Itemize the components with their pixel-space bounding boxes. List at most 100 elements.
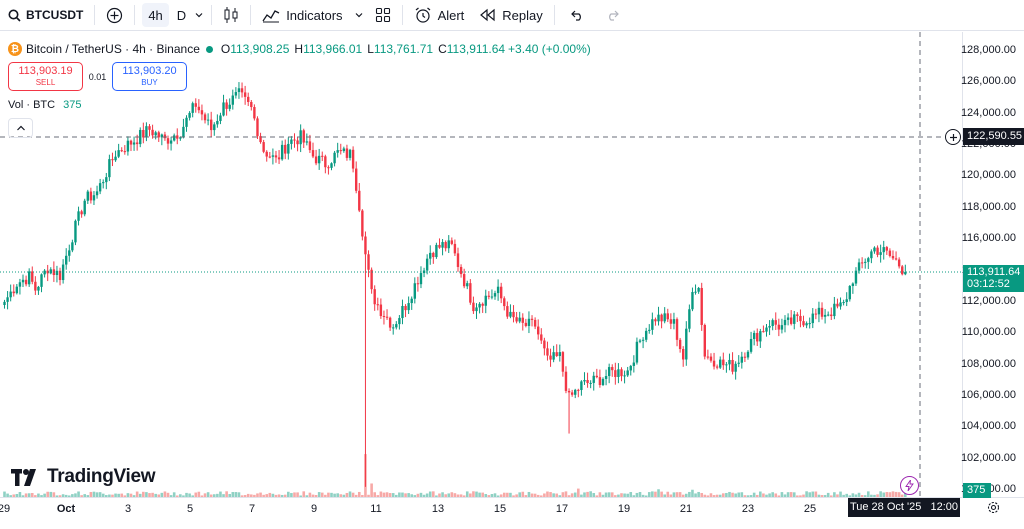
candle-body bbox=[450, 240, 454, 244]
volume-bar bbox=[589, 491, 592, 497]
price-axis-label: 110,000.00 bbox=[961, 326, 1016, 339]
candle-body bbox=[441, 242, 444, 248]
candle-body bbox=[358, 190, 361, 211]
volume-bar bbox=[771, 492, 774, 497]
volume-bar bbox=[166, 492, 170, 497]
volume-bar bbox=[250, 494, 253, 497]
volume-bar bbox=[780, 492, 784, 497]
divider bbox=[401, 5, 403, 25]
volume-bar bbox=[428, 491, 432, 497]
volume-bar bbox=[688, 491, 691, 497]
volume-bar bbox=[743, 495, 747, 497]
candle-body bbox=[95, 191, 99, 196]
symbol-search[interactable]: BTCUSDT bbox=[0, 0, 90, 31]
candle-body bbox=[188, 112, 191, 118]
candle-body bbox=[894, 258, 898, 260]
timeframe-group: 4h D bbox=[139, 0, 207, 31]
candle-body bbox=[669, 319, 673, 324]
chart-type-button[interactable] bbox=[216, 0, 246, 31]
volume-bar bbox=[493, 493, 497, 497]
volume-bar bbox=[808, 492, 811, 497]
candle-body bbox=[447, 240, 450, 249]
candle-body bbox=[330, 163, 333, 168]
candle-body bbox=[185, 117, 188, 127]
timeframe-4h-button[interactable]: 4h bbox=[142, 3, 169, 27]
volume-bar bbox=[629, 492, 633, 497]
indicators-button[interactable]: Indicators bbox=[255, 0, 349, 31]
volume-bar bbox=[327, 492, 330, 497]
volume-bar bbox=[163, 491, 167, 497]
collapse-legend-button[interactable] bbox=[8, 118, 33, 138]
candle-body bbox=[688, 309, 691, 329]
volume-bar bbox=[453, 493, 457, 497]
gear-icon[interactable] bbox=[987, 501, 1000, 514]
candle-body bbox=[43, 270, 46, 275]
candle-body bbox=[444, 242, 447, 249]
lightning-icon[interactable] bbox=[900, 476, 919, 495]
volume-bar bbox=[43, 493, 46, 497]
volume-bar bbox=[833, 492, 836, 497]
alert-button[interactable]: Alert bbox=[407, 0, 472, 31]
volume-bar bbox=[95, 492, 99, 497]
volume-bar bbox=[722, 493, 725, 497]
volume-bar bbox=[826, 492, 830, 497]
candlestick-plot[interactable] bbox=[0, 32, 1024, 529]
volume-bar bbox=[820, 495, 824, 497]
candle-body bbox=[663, 313, 666, 322]
volume-bar bbox=[521, 491, 525, 497]
volume-bar bbox=[342, 494, 346, 497]
sell-button[interactable]: 113,903.19 SELL bbox=[8, 62, 83, 91]
buy-button[interactable]: 113,903.20 BUY bbox=[112, 62, 187, 91]
candle-body bbox=[493, 293, 497, 297]
candle-body bbox=[577, 389, 580, 391]
volume-bar bbox=[759, 491, 762, 497]
volume-price-tag: 375 bbox=[963, 483, 991, 498]
replay-button[interactable]: Replay bbox=[471, 0, 549, 31]
candle-body bbox=[117, 150, 120, 157]
volume-bar bbox=[271, 493, 275, 497]
candle-body bbox=[768, 326, 771, 328]
volume-bar bbox=[114, 493, 117, 497]
undo-button[interactable] bbox=[559, 0, 595, 31]
volume-bar bbox=[644, 495, 648, 497]
candle-body bbox=[194, 103, 197, 107]
timeframe-d-button[interactable]: D bbox=[176, 7, 187, 23]
volume-bar bbox=[413, 495, 417, 497]
volume-bar bbox=[506, 492, 509, 497]
volume-bar bbox=[725, 492, 728, 497]
compare-symbol-button[interactable] bbox=[99, 0, 130, 31]
time-axis-label: 11 bbox=[370, 503, 382, 515]
volume-bar bbox=[135, 491, 139, 497]
redo-button[interactable] bbox=[595, 0, 631, 31]
candle-body bbox=[262, 142, 265, 152]
candle-body bbox=[77, 211, 80, 221]
candle-body bbox=[280, 144, 284, 160]
chart-pane[interactable]: ₿ Bitcoin / TetherUS · 4h · Binance O 113… bbox=[0, 32, 1024, 529]
crosshair-time-tag: Tue 28 Oct '25 12:00 bbox=[848, 498, 960, 517]
volume-bar bbox=[555, 493, 559, 497]
candle-body bbox=[675, 319, 679, 340]
chevron-down-icon[interactable] bbox=[194, 10, 204, 20]
candle-body bbox=[651, 319, 654, 330]
top-toolbar: BTCUSDT 4h D Indicators Alert Replay bbox=[0, 0, 1024, 31]
candle-body bbox=[274, 155, 278, 158]
candle-body bbox=[31, 271, 34, 282]
volume-bar bbox=[684, 493, 688, 497]
candle-body bbox=[583, 380, 586, 382]
tradingview-logo[interactable]: TradingView bbox=[11, 466, 156, 488]
volume-bar bbox=[459, 494, 463, 497]
indicators-label: Indicators bbox=[286, 7, 343, 23]
volume-bar bbox=[512, 495, 515, 497]
volume-bar bbox=[74, 493, 77, 497]
legend-title[interactable]: Bitcoin / TetherUS · 4h · Binance bbox=[26, 42, 200, 56]
layout-button[interactable] bbox=[368, 0, 398, 31]
volume-bar bbox=[398, 492, 401, 497]
volume-bar bbox=[623, 493, 626, 497]
indicators-dropdown[interactable] bbox=[350, 0, 368, 31]
volume-bar bbox=[845, 493, 849, 497]
candle-body bbox=[265, 151, 268, 157]
add-alert-plus-button[interactable] bbox=[945, 129, 961, 145]
volume-bar bbox=[228, 494, 232, 497]
time-axis-label: 15 bbox=[493, 503, 507, 515]
volume-bar bbox=[129, 493, 133, 497]
